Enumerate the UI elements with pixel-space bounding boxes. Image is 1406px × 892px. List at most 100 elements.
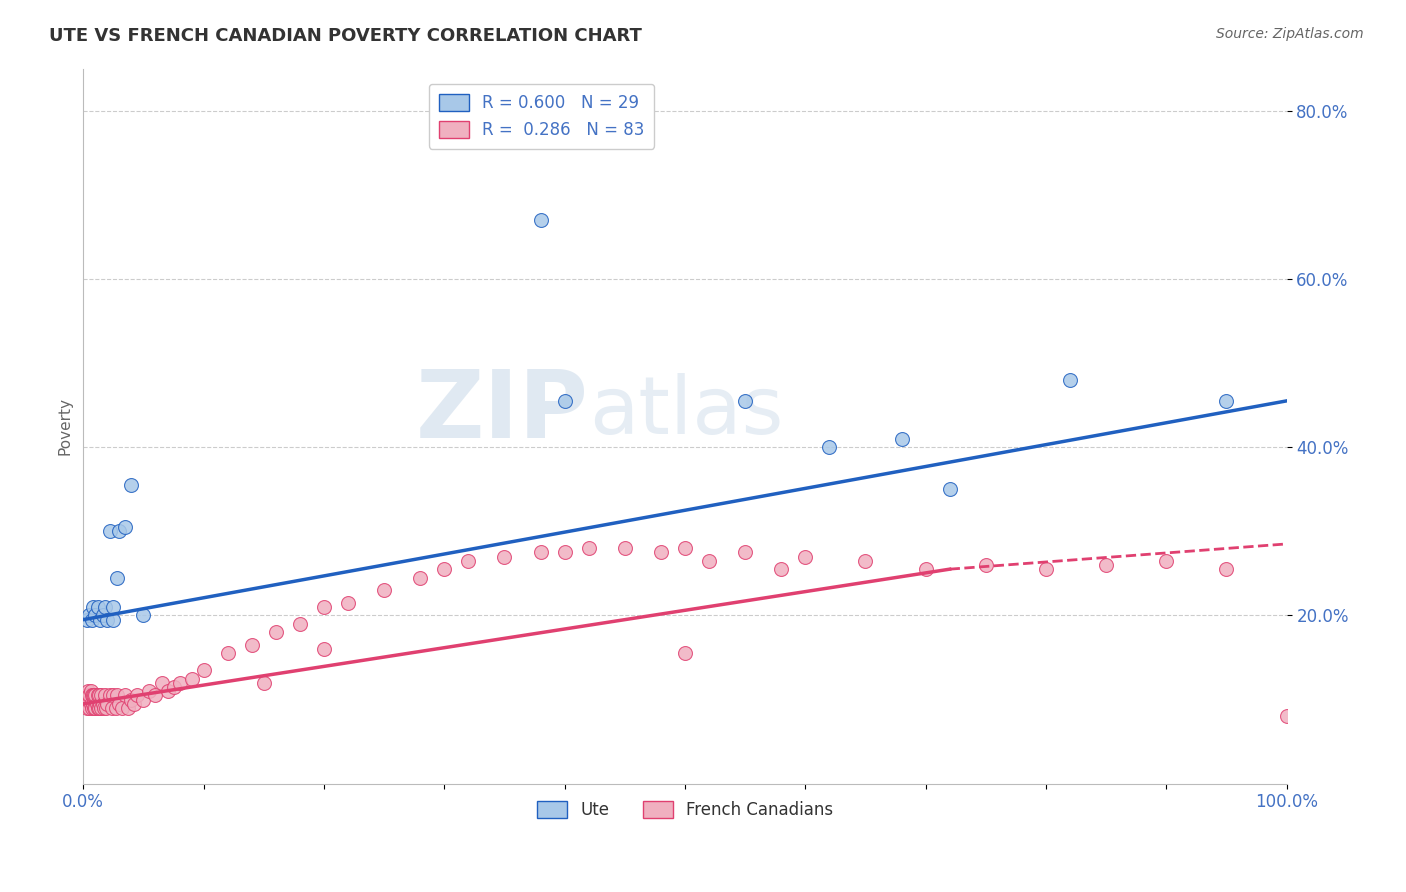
Point [578, 541, 600, 556]
Point [162, 680, 184, 694]
Point [76, 701, 98, 715]
Point [120, 692, 142, 706]
Point [120, 478, 142, 492]
Point [122, 697, 145, 711]
Point [337, 596, 360, 610]
Point [93, 701, 115, 715]
Point [80, 613, 103, 627]
Point [84, 701, 107, 715]
Point [613, 541, 636, 556]
Text: atlas: atlas [589, 373, 783, 450]
Point [108, 697, 131, 711]
Point [890, 432, 912, 446]
Point [253, 675, 276, 690]
Point [697, 554, 720, 568]
Point [156, 684, 179, 698]
Point [1215, 562, 1237, 576]
Point [734, 545, 756, 559]
Point [96, 701, 118, 715]
Point [96, 613, 118, 627]
Point [138, 684, 160, 698]
Point [554, 545, 576, 559]
Legend: Ute, French Canadians: Ute, French Canadians [530, 794, 839, 825]
Point [87, 689, 110, 703]
Point [94, 689, 117, 703]
Point [105, 571, 128, 585]
Point [87, 701, 110, 715]
Point [554, 393, 576, 408]
Point [409, 571, 432, 585]
Point [104, 701, 127, 715]
Point [87, 701, 110, 715]
Point [217, 646, 239, 660]
Point [86, 697, 108, 711]
Point [770, 562, 793, 576]
Point [87, 689, 110, 703]
Point [145, 689, 167, 703]
Point [80, 701, 103, 715]
Point [89, 613, 111, 627]
Point [111, 701, 134, 715]
Point [1275, 709, 1298, 723]
Point [1095, 558, 1118, 572]
Text: UTE VS FRENCH CANADIAN POVERTY CORRELATION CHART: UTE VS FRENCH CANADIAN POVERTY CORRELATI… [49, 27, 643, 45]
Point [89, 697, 111, 711]
Point [240, 638, 263, 652]
Point [103, 689, 125, 703]
Point [103, 600, 125, 615]
Point [79, 684, 101, 698]
Point [312, 600, 335, 615]
Point [1215, 393, 1237, 408]
Point [127, 689, 149, 703]
Point [529, 213, 551, 227]
Point [82, 600, 104, 615]
Point [94, 600, 117, 615]
Point [1154, 554, 1177, 568]
Point [132, 692, 155, 706]
Point [169, 675, 191, 690]
Point [79, 701, 101, 715]
Point [83, 689, 105, 703]
Point [150, 675, 173, 690]
Point [79, 608, 101, 623]
Point [96, 697, 118, 711]
Point [312, 642, 335, 657]
Point [1035, 562, 1057, 576]
Point [76, 613, 98, 627]
Text: Source: ZipAtlas.com: Source: ZipAtlas.com [1216, 27, 1364, 41]
Point [457, 554, 479, 568]
Point [77, 684, 100, 698]
Point [90, 689, 112, 703]
Point [818, 440, 841, 454]
Point [91, 697, 114, 711]
Point [87, 600, 110, 615]
Point [76, 689, 98, 703]
Y-axis label: Poverty: Poverty [58, 397, 72, 455]
Point [673, 541, 696, 556]
Point [494, 549, 516, 564]
Point [98, 524, 121, 539]
Point [91, 608, 114, 623]
Text: ZIP: ZIP [416, 366, 589, 458]
Point [288, 616, 311, 631]
Point [132, 608, 155, 623]
Point [974, 558, 997, 572]
Point [914, 562, 936, 576]
Point [79, 689, 101, 703]
Point [1059, 373, 1081, 387]
Point [108, 524, 131, 539]
Point [433, 562, 456, 576]
Point [82, 697, 104, 711]
Point [77, 697, 100, 711]
Point [105, 689, 128, 703]
Point [734, 393, 756, 408]
Point [529, 545, 551, 559]
Point [673, 646, 696, 660]
Point [84, 608, 107, 623]
Point [650, 545, 672, 559]
Point [938, 482, 960, 496]
Point [117, 701, 139, 715]
Point [264, 625, 287, 640]
Point [114, 689, 136, 703]
Point [79, 697, 101, 711]
